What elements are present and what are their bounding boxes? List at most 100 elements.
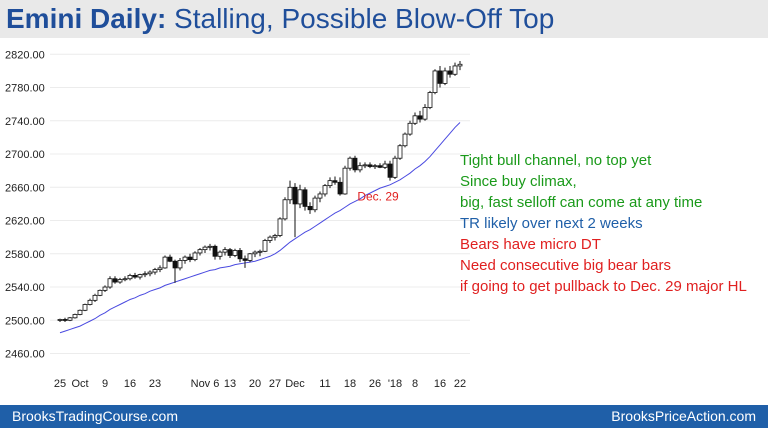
y-tick-label: 2500.00 xyxy=(5,315,45,327)
candle xyxy=(132,272,138,279)
bear-candle-body xyxy=(187,256,193,261)
x-tick-label: 23 xyxy=(149,378,161,390)
x-tick-label: 9 xyxy=(102,378,108,390)
footer-left-site[interactable]: BrooksTradingCourse.com xyxy=(12,408,178,424)
bull-candle-body xyxy=(137,274,143,278)
bear-candle-body xyxy=(332,180,338,183)
bull-candle-body xyxy=(347,157,353,169)
candle xyxy=(422,104,428,121)
bear-candle-body xyxy=(367,164,373,167)
candle xyxy=(412,112,418,125)
candle xyxy=(167,254,173,263)
y-tick-label: 2780.00 xyxy=(5,83,45,95)
candle xyxy=(187,253,193,263)
y-tick-label: 2620.00 xyxy=(5,216,45,228)
x-tick-label: 16 xyxy=(434,378,446,390)
candle xyxy=(397,144,403,160)
bull-candle-body xyxy=(152,269,158,273)
candle xyxy=(227,247,233,258)
candle xyxy=(367,162,373,169)
candle xyxy=(457,60,463,71)
candle xyxy=(72,313,78,319)
bull-candle-body xyxy=(327,180,333,187)
candle xyxy=(352,155,358,173)
candle xyxy=(57,318,63,322)
candle xyxy=(232,248,238,258)
bull-candle-body xyxy=(342,167,348,195)
bull-candle-body xyxy=(272,235,278,238)
bull-candle-body xyxy=(402,133,408,147)
bear-candle-body xyxy=(212,245,218,257)
page-title: Emini Daily: Stalling, Possible Blow-Off… xyxy=(6,2,554,36)
candle xyxy=(452,62,458,76)
footer-right-site[interactable]: BrooksPriceAction.com xyxy=(611,408,756,424)
candle xyxy=(207,243,213,251)
candle xyxy=(177,257,183,271)
candle xyxy=(392,155,398,179)
candle xyxy=(257,249,263,257)
candle xyxy=(242,255,248,268)
bull-candle-body xyxy=(422,107,428,120)
candle xyxy=(447,65,453,78)
bull-candle-body xyxy=(247,253,253,261)
note-line: Tight bull channel, no top yet xyxy=(460,152,652,169)
candle xyxy=(262,238,268,253)
candle xyxy=(77,309,83,316)
bull-candle-body xyxy=(162,256,168,269)
bull-candle-body xyxy=(142,273,148,276)
x-tick-label: 16 xyxy=(124,378,136,390)
candle xyxy=(417,110,423,123)
candle xyxy=(432,69,438,95)
bear-candle-body xyxy=(377,165,383,168)
x-tick-label: '18 xyxy=(388,378,402,390)
candle xyxy=(407,120,413,136)
x-tick-label: 8 xyxy=(412,378,418,390)
bull-candle-body xyxy=(147,271,153,275)
bear-candle-body xyxy=(447,70,453,75)
candle xyxy=(377,163,383,169)
bull-candle-body xyxy=(182,256,188,261)
candle xyxy=(172,259,178,283)
candle xyxy=(387,160,393,181)
bear-candle-body xyxy=(292,186,298,205)
candle xyxy=(437,65,443,88)
candle xyxy=(332,176,338,185)
x-tick-label: Dec xyxy=(285,378,305,390)
bull-candle-body xyxy=(72,314,78,319)
bull-candle-body xyxy=(412,115,418,124)
ema-layer xyxy=(59,122,461,334)
bear-candle-body xyxy=(167,256,173,262)
bull-candle-body xyxy=(267,236,273,241)
bull-candle-body xyxy=(397,145,403,159)
bull-candle-body xyxy=(407,122,413,135)
bull-candle-body xyxy=(107,278,113,288)
candle xyxy=(127,273,133,281)
bull-candle-body xyxy=(457,63,463,67)
note-line: Need consecutive big bear bars xyxy=(460,257,671,274)
candle xyxy=(307,202,313,214)
footer-bar: BrooksTradingCourse.com BrooksPriceActio… xyxy=(0,405,768,428)
candle xyxy=(117,277,123,284)
candle xyxy=(222,247,228,256)
bull-candle-body xyxy=(317,193,323,199)
bull-candle-body xyxy=(357,165,363,171)
candle xyxy=(197,247,203,256)
annotation-layer: Dec. 29 xyxy=(357,189,399,203)
candle xyxy=(67,316,73,322)
bull-candle-body xyxy=(277,218,283,236)
bull-candle-body xyxy=(117,279,123,283)
bear-candle-body xyxy=(387,163,393,178)
candle xyxy=(267,235,273,243)
price-chart: 2460.00 2500.00 2540.00 2580.00 2620.00 2660.… xyxy=(5,49,470,390)
note-line: Since buy climax, xyxy=(460,173,577,190)
bull-candle-body xyxy=(362,164,368,167)
commentary-notes: Tight bull channel, no top yet Since buy … xyxy=(460,150,760,297)
bull-candle-body xyxy=(67,317,73,321)
x-tick-label: 18 xyxy=(344,378,356,390)
candle xyxy=(112,276,118,284)
candle xyxy=(402,132,408,148)
bear-candle-body xyxy=(437,70,443,84)
bull-candle-body xyxy=(177,260,183,269)
x-tick-label: Nov 6 xyxy=(191,378,220,390)
bull-candle-body xyxy=(372,165,378,168)
